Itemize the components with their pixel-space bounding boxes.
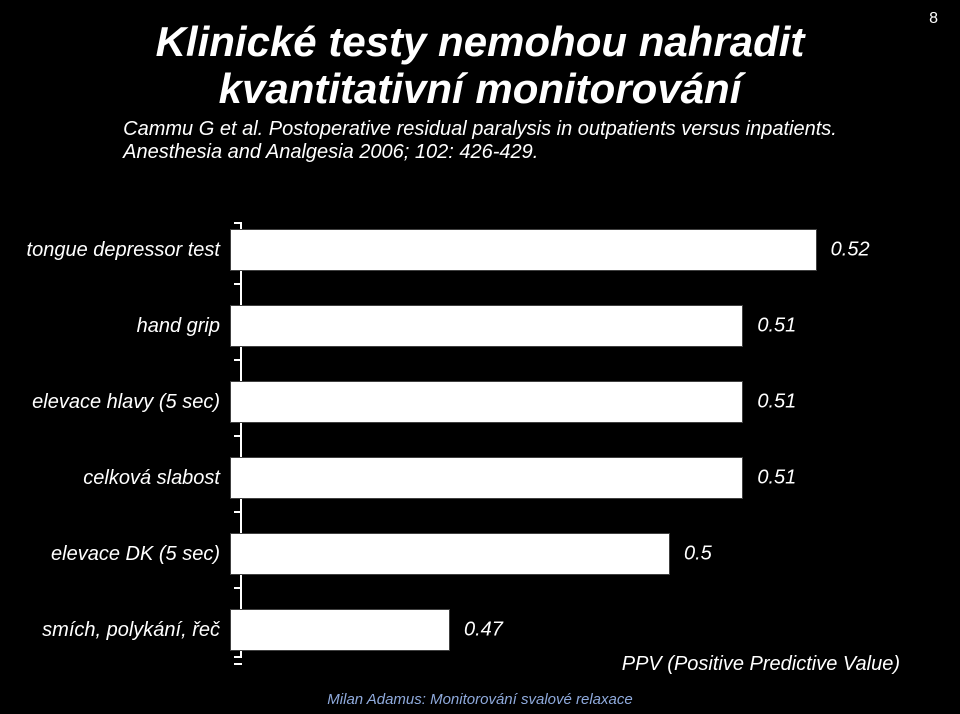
bar-chart: tongue depressor test0.52hand grip0.51el… <box>0 226 960 678</box>
bar-value-label: 0.51 <box>757 467 796 490</box>
title-line-2: kvantitativní monitorování <box>219 65 742 112</box>
legend-label: PPV (Positive Predictive Value) <box>622 653 900 676</box>
bar-category-label: celková slabost <box>0 467 230 490</box>
bar <box>230 533 670 575</box>
bar-value-label: 0.51 <box>757 391 796 414</box>
bar-row: elevace DK (5 sec) 0.5 <box>0 530 960 578</box>
bar-row: tongue depressor test 0.52 <box>0 226 960 274</box>
bar-zone: 0.51 <box>230 381 890 423</box>
bar-row: hand grip 0.51 <box>0 302 960 350</box>
y-axis-line <box>240 222 242 658</box>
axis-tick <box>234 359 242 361</box>
footer-credit: Milan Adamus: Monitorování svalové relax… <box>0 691 960 708</box>
bar <box>230 229 817 271</box>
bar-zone: 0.47 <box>230 609 890 651</box>
bar <box>230 381 743 423</box>
bar <box>230 305 743 347</box>
citation-line-2: Anesthesia and Analgesia 2006; 102: 426-… <box>123 141 538 163</box>
bar-zone: 0.51 <box>230 305 890 347</box>
bar-value-label: 0.51 <box>757 315 796 338</box>
citation-line-1: Cammu G et al. Postoperative residual pa… <box>123 118 837 140</box>
bar-zone: 0.5 <box>230 533 890 575</box>
bar-row: elevace hlavy (5 sec) 0.51 <box>0 378 960 426</box>
bar <box>230 457 743 499</box>
slide-header: Klinické testy nemohou nahradit kvantita… <box>0 0 960 164</box>
bar-zone: 0.52 <box>230 229 890 271</box>
bar-category-label: tongue depressor test <box>0 239 230 262</box>
slide-title: Klinické testy nemohou nahradit kvantita… <box>0 18 960 112</box>
axis-tick <box>234 222 242 224</box>
bar-category-label: elevace DK (5 sec) <box>0 543 230 566</box>
axis-tick <box>234 511 242 513</box>
axis-tick <box>234 587 242 589</box>
bar-category-label: smích, polykání, řeč <box>0 619 230 642</box>
bar <box>230 609 450 651</box>
bar-row: smích, polykání, řeč 0.47 <box>0 606 960 654</box>
bar-value-label: 0.5 <box>684 543 712 566</box>
axis-tick <box>234 656 242 658</box>
bar-value-label: 0.47 <box>464 619 503 642</box>
bar-category-label: hand grip <box>0 315 230 338</box>
axis-tick <box>234 283 242 285</box>
title-line-1: Klinické testy nemohou nahradit <box>156 18 805 65</box>
bar-category-label: elevace hlavy (5 sec) <box>0 391 230 414</box>
page-number: 8 <box>929 10 938 28</box>
axis-tick <box>234 663 242 665</box>
bar-zone: 0.51 <box>230 457 890 499</box>
citation: Cammu G et al. Postoperative residual pa… <box>123 118 837 164</box>
axis-tick <box>234 435 242 437</box>
bar-value-label: 0.52 <box>831 239 870 262</box>
bar-row: celková slabost 0.51 <box>0 454 960 502</box>
